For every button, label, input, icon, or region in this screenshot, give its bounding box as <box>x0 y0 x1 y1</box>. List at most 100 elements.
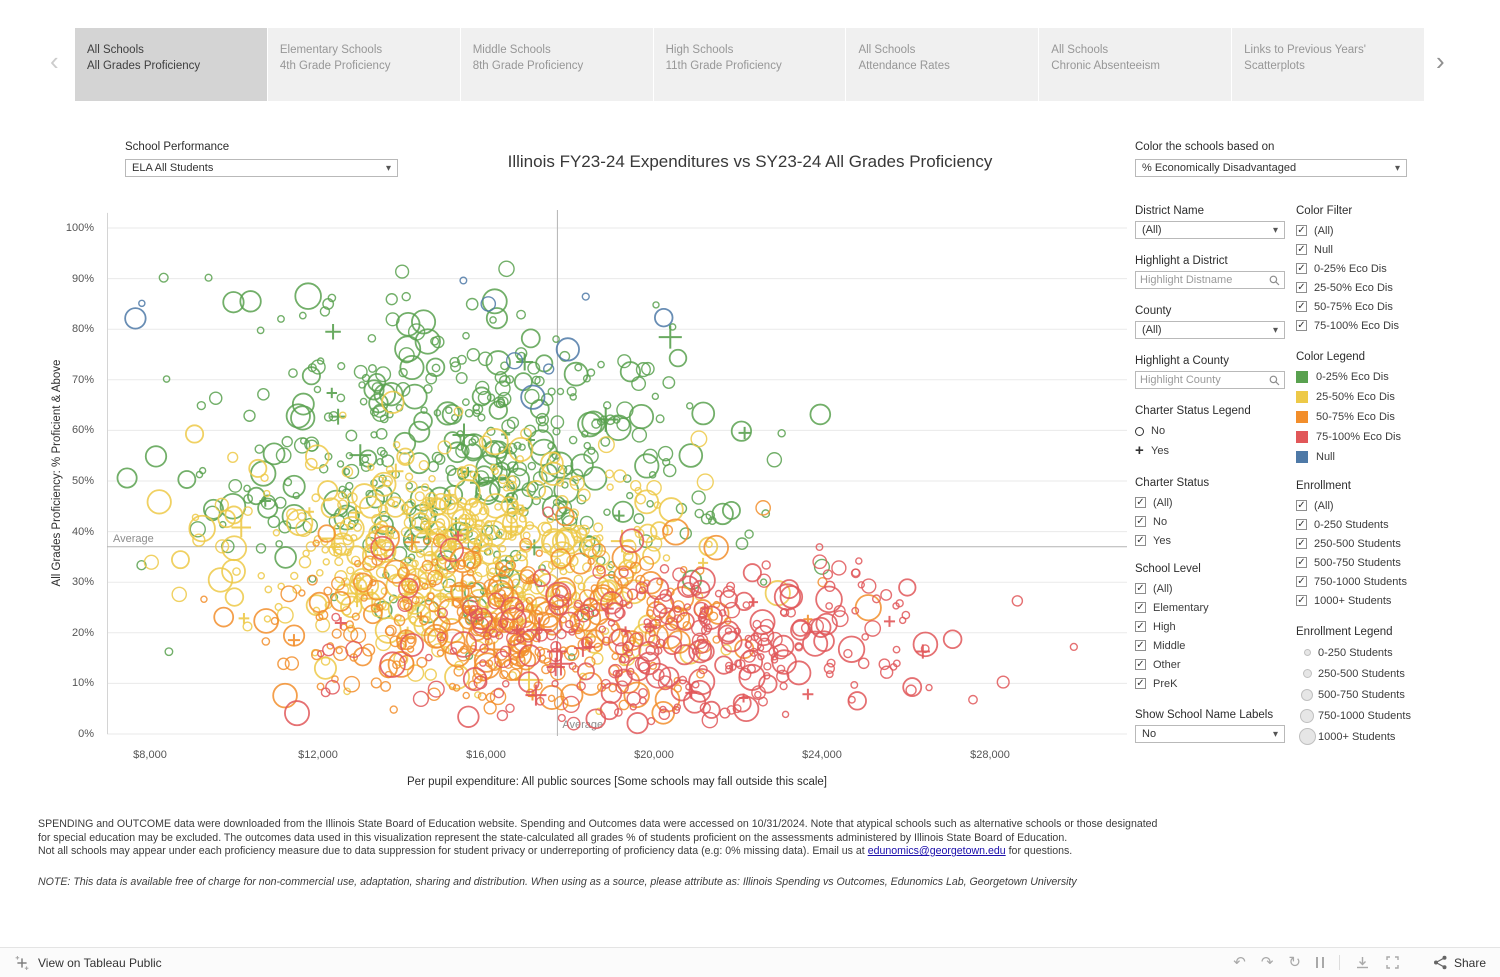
checkbox[interactable]: ✓ <box>1296 225 1307 236</box>
school-point[interactable] <box>500 596 525 621</box>
school-point[interactable] <box>644 622 655 633</box>
school-point[interactable] <box>653 593 675 615</box>
school-point[interactable] <box>473 532 493 553</box>
school-point[interactable] <box>703 623 713 633</box>
download-icon[interactable] <box>1355 955 1370 970</box>
school-point[interactable] <box>551 529 576 554</box>
school-point[interactable] <box>202 498 224 520</box>
school-point[interactable] <box>261 637 271 646</box>
school-point[interactable] <box>825 670 834 679</box>
checkbox-option[interactable]: ✓ 500-750 Students <box>1296 553 1438 572</box>
school-point[interactable] <box>463 443 483 462</box>
school-point[interactable] <box>415 548 425 558</box>
school-point-charter[interactable] <box>388 463 404 479</box>
school-point[interactable] <box>604 414 616 426</box>
school-point[interactable] <box>338 485 347 494</box>
school-point[interactable] <box>386 410 394 419</box>
school-point[interactable] <box>781 710 790 719</box>
school-point-charter[interactable] <box>516 353 534 371</box>
school-point[interactable] <box>550 548 572 569</box>
school-point[interactable] <box>729 663 737 671</box>
school-point[interactable] <box>410 577 432 599</box>
school-point[interactable] <box>604 469 615 479</box>
school-point[interactable] <box>462 331 470 340</box>
school-point[interactable] <box>925 683 933 692</box>
school-point[interactable] <box>274 546 297 569</box>
school-point[interactable] <box>735 537 749 551</box>
school-point[interactable] <box>472 616 490 634</box>
school-point[interactable] <box>405 480 418 493</box>
school-point[interactable] <box>277 657 290 671</box>
school-point[interactable] <box>478 542 501 565</box>
school-point[interactable] <box>654 307 674 328</box>
school-point[interactable] <box>408 543 418 553</box>
school-point[interactable] <box>691 579 711 599</box>
school-point[interactable] <box>543 363 555 375</box>
school-point[interactable] <box>466 348 481 362</box>
school-point[interactable] <box>330 590 352 612</box>
school-point[interactable] <box>526 688 535 698</box>
school-point[interactable] <box>427 680 445 698</box>
school-point[interactable] <box>462 536 471 544</box>
school-point[interactable] <box>337 491 346 500</box>
school-point[interactable] <box>458 559 467 568</box>
school-point[interactable] <box>322 643 336 657</box>
school-point[interactable] <box>506 461 519 473</box>
school-point[interactable] <box>501 419 516 434</box>
checkbox-option[interactable]: ✓ High <box>1135 617 1287 636</box>
school-point[interactable] <box>678 443 704 468</box>
checkbox-option[interactable]: ✓ 75-100% Eco Dis <box>1296 316 1438 335</box>
school-point[interactable] <box>373 383 396 406</box>
school-point[interactable] <box>472 470 490 487</box>
school-point[interactable] <box>563 361 589 387</box>
school-point[interactable] <box>177 470 197 489</box>
school-point[interactable] <box>331 612 341 622</box>
school-point[interactable] <box>464 408 474 418</box>
school-point[interactable] <box>406 664 425 682</box>
school-point[interactable] <box>851 568 861 578</box>
checkbox[interactable]: ✓ <box>1135 516 1146 527</box>
school-point[interactable] <box>826 658 836 668</box>
school-point[interactable] <box>510 553 529 572</box>
school-point[interactable] <box>477 692 487 701</box>
school-point[interactable] <box>336 460 345 468</box>
school-point[interactable] <box>535 549 543 557</box>
checkbox[interactable]: ✓ <box>1135 497 1146 508</box>
school-point[interactable] <box>646 499 654 508</box>
school-point[interactable] <box>346 566 355 575</box>
school-point[interactable] <box>815 543 824 552</box>
school-point[interactable] <box>359 397 368 406</box>
school-point[interactable] <box>717 620 740 643</box>
school-point[interactable] <box>437 440 452 455</box>
school-point[interactable] <box>614 642 628 656</box>
checkbox[interactable]: ✓ <box>1135 535 1146 546</box>
school-point[interactable] <box>319 306 331 317</box>
scatter-plot-area[interactable]: Average Average <box>107 208 1127 738</box>
school-point[interactable] <box>116 467 138 489</box>
school-point[interactable] <box>696 473 714 491</box>
school-point[interactable] <box>757 653 765 661</box>
school-point-charter[interactable] <box>416 611 426 621</box>
school-point[interactable] <box>657 675 673 691</box>
school-point[interactable] <box>541 664 551 675</box>
school-point[interactable] <box>689 567 716 594</box>
school-point[interactable] <box>912 631 939 658</box>
school-point[interactable] <box>375 566 388 579</box>
tab-scatterplots[interactable]: Links to Previous Years' Scatterplots <box>1232 28 1425 101</box>
school-point[interactable] <box>158 272 169 283</box>
school-point[interactable] <box>645 609 654 618</box>
school-point-charter[interactable] <box>325 323 341 340</box>
school-point[interactable] <box>312 539 320 547</box>
checkbox[interactable]: ✓ <box>1296 595 1307 606</box>
school-point[interactable] <box>421 582 429 591</box>
email-link[interactable]: edunomics@georgetown.edu <box>867 845 1006 857</box>
school-point[interactable] <box>505 352 524 370</box>
school-point[interactable] <box>338 411 347 420</box>
school-point[interactable] <box>822 569 834 580</box>
school-point[interactable] <box>617 354 632 369</box>
school-point[interactable] <box>759 578 768 586</box>
school-point[interactable] <box>243 484 251 493</box>
school-point[interactable] <box>499 645 512 658</box>
school-point-charter[interactable] <box>238 613 250 624</box>
highlight-county-search[interactable] <box>1135 371 1285 389</box>
